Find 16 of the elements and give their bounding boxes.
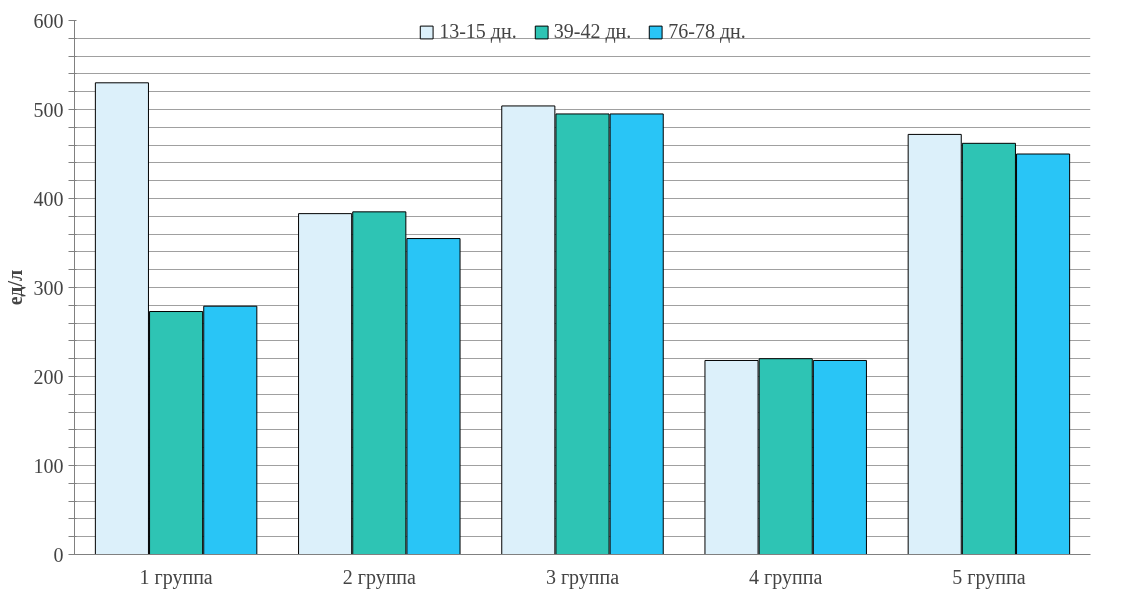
y-tick-label: 100 [33,454,64,477]
x-tick-label: 4 группа [749,565,823,589]
y-tick-label: 0 [53,543,64,566]
legend-label: 76-78 дн. [668,20,746,43]
y-tick-label: 400 [33,187,64,210]
legend-label: 39-42 дн. [553,20,632,43]
x-tick-label: 3 группа [545,565,620,589]
y-tick-label: 500 [33,98,64,121]
x-tick-label: 5 группа [952,565,1026,589]
y-tick-label: 600 [33,9,64,32]
y-axis-title: ед/л [3,269,26,306]
x-tick-label: 2 группа [342,565,417,589]
y-tick-label: 300 [33,276,64,299]
legend-label: 13-15 дн. [439,20,517,43]
y-tick-label: 200 [33,365,64,388]
x-tick-label: 1 группа [139,565,213,589]
